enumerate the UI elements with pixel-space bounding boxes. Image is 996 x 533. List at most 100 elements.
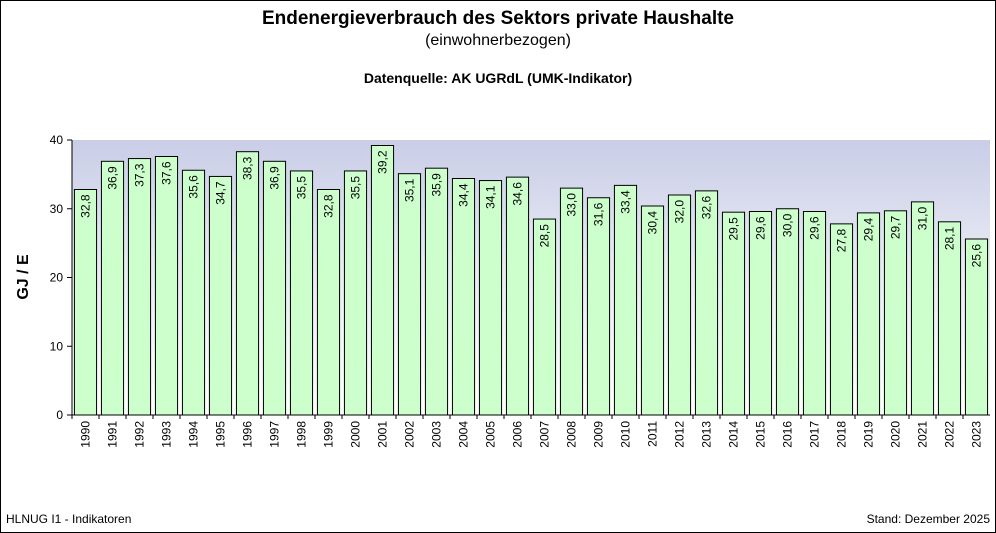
data-label-2017: 29,6: [808, 216, 822, 240]
data-label-2007: 28,5: [538, 224, 552, 248]
bar-2016: [775, 208, 800, 416]
data-label-2019: 29,4: [862, 218, 876, 242]
x-tick-label-2003: 2003: [430, 421, 444, 448]
bar-2013: [694, 190, 719, 416]
x-tick-label-2016: 2016: [781, 421, 795, 448]
data-label-2005: 34,1: [484, 185, 498, 209]
data-label-1990: 32,8: [79, 194, 93, 218]
data-label-1996: 38,3: [241, 156, 255, 180]
data-label-2010: 33,4: [619, 190, 633, 214]
x-tick-label-1990: 1990: [79, 421, 93, 448]
bar-1995: [208, 175, 233, 416]
data-label-2006: 34,6: [511, 182, 525, 206]
bar-2017: [802, 211, 827, 416]
x-tick-label-2008: 2008: [565, 421, 579, 448]
bar-1998: [289, 170, 314, 416]
bar-2007: [532, 218, 557, 416]
footer-publisher: HLNUG I1 - Indikatoren: [6, 512, 132, 526]
y-tick-label: 40: [50, 133, 64, 147]
x-tick-label-2010: 2010: [619, 421, 633, 448]
x-tick-label-1993: 1993: [160, 421, 174, 448]
data-label-2018: 27,8: [835, 229, 849, 253]
x-tick-label-2001: 2001: [376, 421, 390, 448]
x-tick-label-2007: 2007: [538, 421, 552, 448]
footer-date: Stand: Dezember 2025: [866, 512, 990, 526]
x-tick-label-2011: 2011: [646, 421, 660, 447]
y-axis-label: GJ / E: [15, 254, 32, 300]
x-tick-label-2014: 2014: [727, 421, 741, 448]
bar-2008: [559, 187, 584, 416]
bar-1991: [100, 160, 125, 416]
bar-2015: [748, 211, 773, 416]
data-label-2013: 32,6: [700, 196, 714, 220]
data-label-1997: 36,9: [268, 166, 282, 190]
bar-2000: [343, 170, 368, 416]
bar-2010: [613, 184, 638, 416]
data-label-1999: 32,8: [322, 194, 336, 218]
data-source: Datenquelle: AK UGRdL (UMK-Indikator): [363, 70, 633, 86]
x-tick-label-2009: 2009: [592, 421, 606, 448]
data-label-1994: 35,6: [187, 175, 201, 199]
x-tick-label-2021: 2021: [916, 421, 930, 448]
x-tick-label-1994: 1994: [187, 421, 201, 448]
bar-2004: [451, 178, 476, 416]
data-label-2009: 31,6: [592, 202, 606, 226]
data-label-2000: 35,5: [349, 176, 363, 200]
bar-2006: [505, 176, 530, 416]
x-tick-label-2000: 2000: [349, 421, 363, 448]
x-tick-label-1999: 1999: [322, 421, 336, 448]
x-tick-label-2022: 2022: [943, 421, 957, 448]
x-tick-label-2005: 2005: [484, 421, 498, 448]
chart-subtitle: (einwohnerbezogen): [425, 32, 571, 49]
bar-2012: [667, 194, 692, 416]
data-label-2011: 30,4: [646, 211, 660, 235]
x-tick-label-1996: 1996: [241, 421, 255, 448]
bar-2001: [370, 145, 395, 416]
bar-2021: [910, 201, 935, 416]
data-label-2003: 35,9: [430, 173, 444, 197]
data-label-2020: 29,7: [889, 215, 903, 239]
bar-2018: [829, 223, 854, 416]
data-label-2022: 28,1: [943, 226, 957, 250]
data-label-2001: 39,2: [376, 150, 390, 174]
x-tick-label-2015: 2015: [754, 421, 768, 448]
data-label-2012: 32,0: [673, 200, 687, 224]
bar-1994: [181, 169, 206, 416]
y-tick-label: 0: [56, 408, 63, 422]
y-tick-label: 20: [50, 271, 64, 285]
bar-2002: [397, 173, 422, 416]
bar-2020: [883, 210, 908, 416]
bar-2014: [721, 211, 746, 416]
x-tick-label-1998: 1998: [295, 421, 309, 448]
bar-2023: [964, 238, 989, 416]
bar-1997: [262, 160, 287, 416]
chart-title: Endenergieverbrauch des Sektors private …: [261, 8, 734, 29]
data-label-1998: 35,5: [295, 176, 309, 200]
y-tick-label: 10: [50, 339, 64, 353]
bar-2011: [640, 205, 665, 416]
x-tick-label-2013: 2013: [700, 421, 714, 448]
bar-2003: [424, 167, 449, 416]
x-tick-label-1991: 1991: [106, 421, 120, 448]
x-tick-label-2017: 2017: [808, 421, 822, 448]
data-label-1995: 34,7: [214, 181, 228, 205]
x-tick-label-2006: 2006: [511, 421, 525, 448]
x-tick-label-2020: 2020: [889, 421, 903, 448]
x-tick-label-2018: 2018: [835, 421, 849, 448]
data-label-2014: 29,5: [727, 217, 741, 241]
data-label-2004: 34,4: [457, 183, 471, 207]
bar-2022: [937, 221, 962, 416]
bar-2005: [478, 180, 503, 416]
bar-1999: [316, 189, 341, 416]
x-tick-label-2012: 2012: [673, 421, 687, 448]
x-tick-label-2019: 2019: [862, 421, 876, 448]
x-tick-label-1992: 1992: [133, 421, 147, 448]
bar-1992: [127, 158, 152, 416]
data-label-2002: 35,1: [403, 178, 417, 202]
data-label-1993: 37,6: [160, 161, 174, 185]
y-tick-label: 30: [50, 202, 64, 216]
bar-1990: [73, 189, 98, 416]
data-label-2008: 33,0: [565, 193, 579, 217]
data-label-2021: 31,0: [916, 207, 930, 231]
